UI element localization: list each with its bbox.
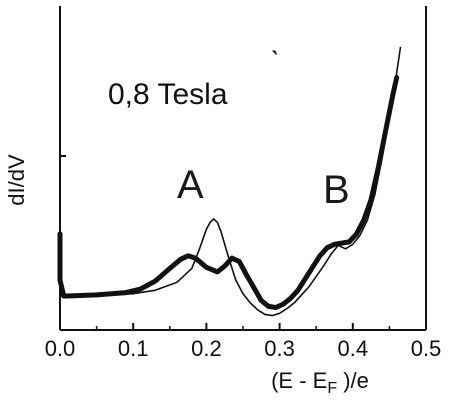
axes-frame	[59, 6, 427, 331]
stray-mark: ˋ	[270, 46, 280, 79]
x-ticks: 0.0 0.1 0.2 0.3 0.4 0.5	[45, 323, 442, 361]
x-axis-title-suffix: )/e	[337, 368, 369, 393]
x-tick-label: 0.4	[338, 336, 369, 361]
series-line-thin	[59, 46, 402, 317]
x-tick-label: 0.5	[411, 336, 442, 361]
peak-b-label: B	[323, 168, 350, 212]
x-tick-label: 0.3	[264, 336, 295, 361]
x-tick-label: 0.2	[191, 336, 222, 361]
x-axis-title: (E - EF )/e	[271, 368, 369, 397]
x-tick-label: 0.1	[118, 336, 149, 361]
y-axis-title: dI/dV	[4, 154, 29, 206]
series-lines	[57, 46, 402, 317]
x-axis-title-subscript: F	[327, 380, 337, 397]
peak-a-label: A	[177, 163, 204, 207]
field-annotation: 0,8 Tesla	[108, 78, 228, 111]
x-axis-title-main: (E - E	[271, 368, 327, 393]
x-tick-label: 0.0	[45, 336, 76, 361]
series-line-thick	[57, 75, 400, 310]
